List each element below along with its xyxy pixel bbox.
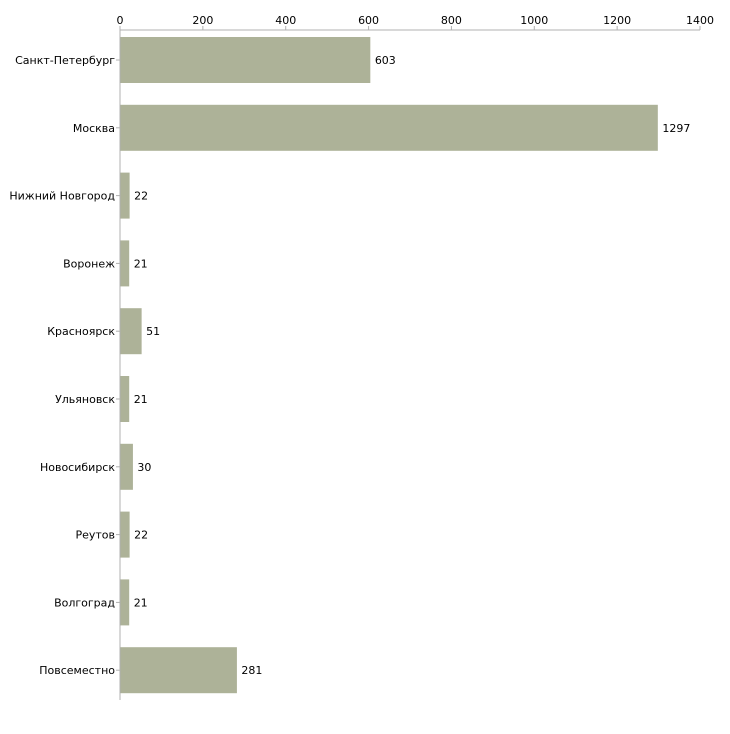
category-label: Санкт-Петербург [15,54,115,67]
x-tick-label: 1200 [603,14,631,27]
bar [120,647,237,694]
value-label: 21 [134,596,148,609]
value-label: 21 [134,257,148,270]
x-tick-label: 1400 [686,14,714,27]
category-label: Новосибирск [40,461,115,474]
bar [120,37,371,83]
category-label: Волгоград [54,596,115,609]
value-label: 30 [137,461,151,474]
value-label: 51 [146,325,160,338]
bar [120,511,130,558]
value-label: 281 [241,664,262,677]
value-label: 1297 [662,122,690,135]
category-label: Нижний Новгород [9,190,115,203]
value-label: 603 [375,54,396,67]
x-tick-label: 400 [275,14,296,27]
category-label: Воронеж [63,257,115,270]
bar [120,376,130,422]
axis-layer: 0 200 400 600 800 1000 1200 1400 [116,14,714,700]
x-tick-label: 600 [358,14,379,27]
value-label: 21 [134,393,148,406]
bar [120,308,142,355]
labels-layer: Санкт-Петербург 603 Москва 1297 Нижний Новго… [9,54,690,677]
bars-layer [120,37,658,694]
x-tick-label: 1000 [520,14,548,27]
category-label: Красноярск [47,325,115,338]
x-tick-label: 800 [441,14,462,27]
category-label: Реутов [75,529,115,542]
bar [120,240,130,287]
value-label: 22 [134,529,148,542]
bar [120,579,130,626]
bar [120,104,658,151]
value-label: 22 [134,190,148,203]
bar [120,172,130,219]
category-label: Москва [73,122,115,135]
category-label: Повсеместно [39,664,115,677]
category-label: Ульяновск [55,393,115,406]
bar [120,443,133,490]
x-tick-label: 0 [117,14,124,27]
x-tick-label: 200 [192,14,213,27]
